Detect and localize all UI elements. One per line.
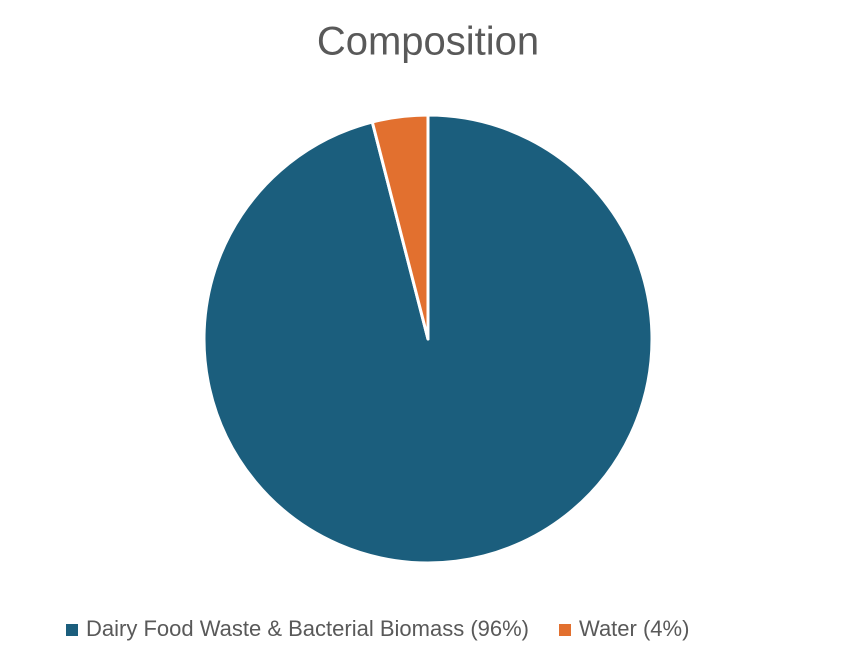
pie-slice (370, 113, 430, 341)
legend-swatch (66, 624, 78, 636)
legend-swatch (559, 624, 571, 636)
legend-label: Dairy Food Waste & Bacterial Biomass (96… (86, 616, 529, 641)
legend-label: Water (4%) (579, 616, 689, 641)
chart-title: Composition (317, 20, 539, 64)
